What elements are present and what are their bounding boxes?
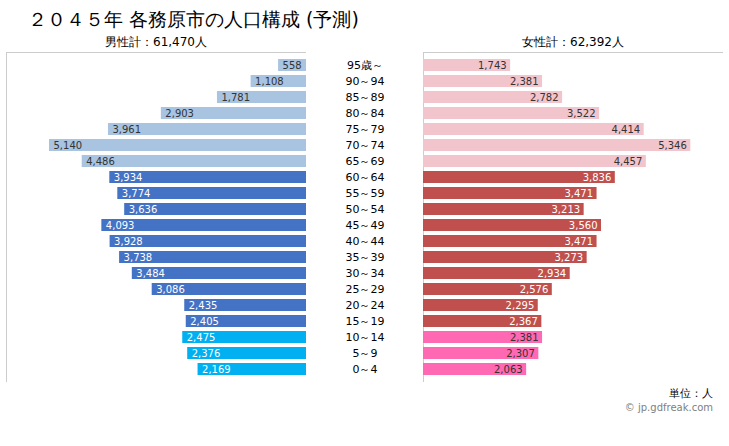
svg-text:5,140: 5,140	[54, 140, 83, 151]
svg-text:3,636: 3,636	[129, 204, 158, 215]
svg-text:2,307: 2,307	[506, 348, 535, 359]
svg-text:0～4: 0～4	[353, 363, 378, 376]
svg-text:2,063: 2,063	[494, 364, 523, 375]
svg-text:3,961: 3,961	[112, 124, 141, 135]
html-text:単位：人: 単位：人	[669, 387, 713, 400]
svg-text:1,743: 1,743	[478, 60, 507, 71]
html-text:２０４５年 各務原市の人口構成 (予測): ２０４５年 各務原市の人口構成 (予測)	[28, 8, 359, 30]
svg-text:55～59: 55～59	[346, 187, 385, 200]
svg-text:3,738: 3,738	[124, 252, 153, 263]
svg-text:2,576: 2,576	[520, 284, 549, 295]
svg-text:3,484: 3,484	[136, 268, 165, 279]
svg-text:75～79: 75～79	[346, 123, 385, 136]
svg-text:2,381: 2,381	[510, 76, 539, 87]
svg-text:2,903: 2,903	[165, 108, 194, 119]
svg-text:80～84: 80～84	[346, 107, 385, 120]
svg-text:2,782: 2,782	[530, 92, 559, 103]
svg-text:90～94: 90～94	[346, 75, 385, 88]
html-text:© jp.gdfreak.com: © jp.gdfreak.com	[624, 402, 713, 413]
svg-text:2,475: 2,475	[187, 332, 216, 343]
svg-text:85～89: 85～89	[346, 91, 385, 104]
svg-text:2,169: 2,169	[202, 364, 231, 375]
svg-text:3,471: 3,471	[564, 236, 593, 247]
svg-text:4,457: 4,457	[614, 156, 643, 167]
svg-text:25～29: 25～29	[346, 283, 385, 296]
html-text:男性計：61,470人: 男性計：61,470人	[105, 35, 207, 49]
svg-text:60～64: 60～64	[346, 171, 385, 184]
svg-text:558: 558	[283, 60, 302, 71]
svg-text:3,086: 3,086	[156, 284, 185, 295]
svg-text:1,108: 1,108	[255, 76, 284, 87]
svg-text:50～54: 50～54	[346, 203, 385, 216]
svg-text:10～14: 10～14	[346, 331, 385, 344]
svg-text:4,093: 4,093	[106, 220, 135, 231]
svg-text:2,376: 2,376	[192, 348, 221, 359]
svg-text:2,405: 2,405	[190, 316, 219, 327]
svg-text:40～44: 40～44	[346, 235, 385, 248]
svg-text:3,471: 3,471	[564, 188, 593, 199]
svg-text:30～34: 30～34	[346, 267, 385, 280]
svg-text:3,836: 3,836	[583, 172, 612, 183]
svg-text:45～49: 45～49	[346, 219, 385, 232]
svg-text:3,774: 3,774	[122, 188, 151, 199]
svg-text:3,928: 3,928	[114, 236, 143, 247]
svg-text:2,367: 2,367	[509, 316, 538, 327]
svg-text:2,381: 2,381	[510, 332, 539, 343]
svg-text:35～39: 35～39	[346, 251, 385, 264]
svg-text:3,934: 3,934	[114, 172, 143, 183]
svg-text:4,414: 4,414	[612, 124, 641, 135]
svg-text:2,295: 2,295	[506, 300, 535, 311]
svg-text:5～9: 5～9	[353, 347, 378, 360]
svg-text:70～74: 70～74	[346, 139, 385, 152]
svg-text:3,522: 3,522	[567, 108, 596, 119]
svg-text:4,486: 4,486	[86, 156, 115, 167]
svg-text:95歳～: 95歳～	[347, 59, 383, 72]
svg-text:3,213: 3,213	[552, 204, 581, 215]
html-text:女性計：62,392人: 女性計：62,392人	[522, 35, 624, 49]
svg-text:3,560: 3,560	[569, 220, 598, 231]
svg-text:2,435: 2,435	[189, 300, 218, 311]
svg-text:15～19: 15～19	[346, 315, 385, 328]
svg-text:65～69: 65～69	[346, 155, 385, 168]
svg-text:20～24: 20～24	[346, 299, 385, 312]
svg-text:5,346: 5,346	[658, 140, 687, 151]
svg-text:1,781: 1,781	[221, 92, 250, 103]
svg-text:3,273: 3,273	[555, 252, 584, 263]
svg-text:2,934: 2,934	[538, 268, 567, 279]
